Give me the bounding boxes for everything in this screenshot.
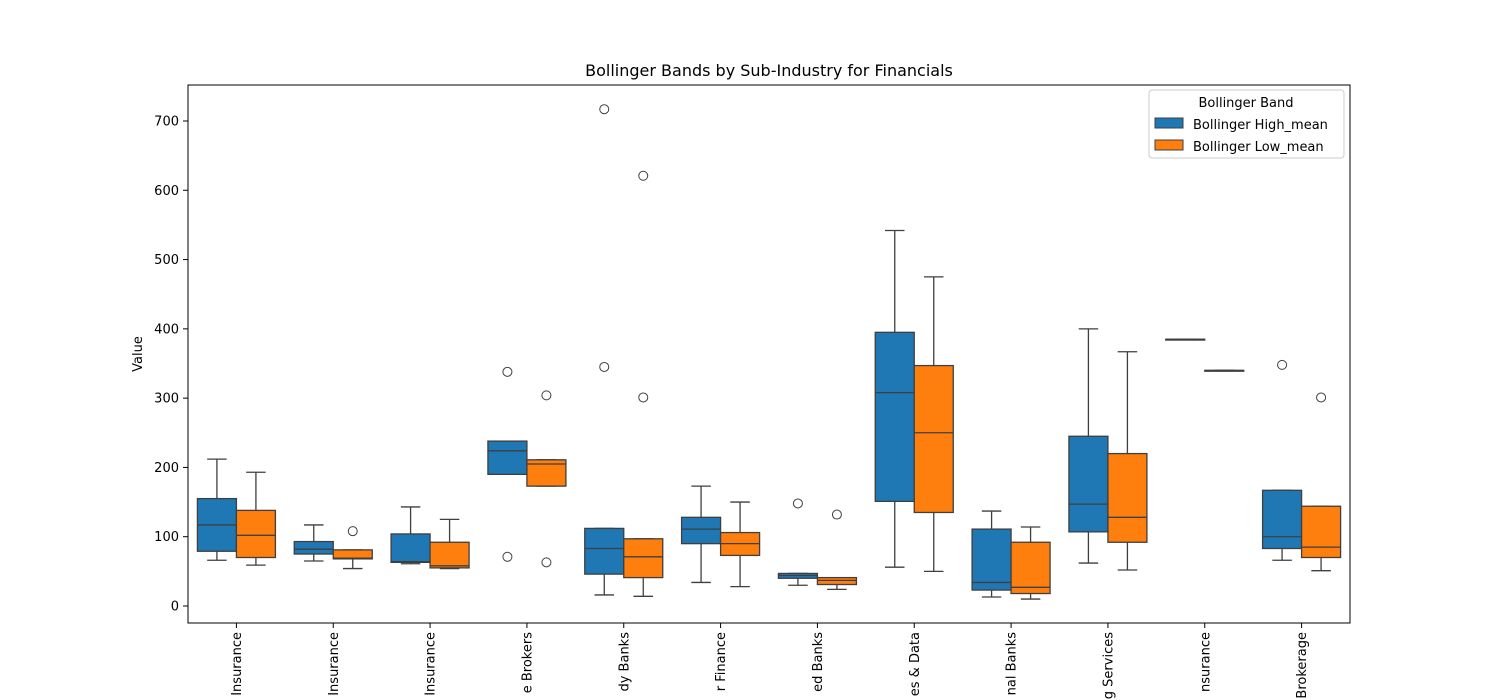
legend-label-high: Bollinger High_mean (1193, 118, 1328, 133)
outlier-point (502, 551, 513, 562)
box-iqr (1300, 505, 1342, 559)
outlier-point (638, 170, 649, 181)
x-tick-label: g Services (1101, 632, 1116, 699)
box-low (332, 526, 373, 570)
box-low (913, 276, 954, 573)
box-high (584, 104, 625, 596)
x-tick-label: Brokerage (1295, 632, 1310, 699)
box-high (1165, 338, 1206, 341)
x-tick-label: e Brokers (520, 632, 535, 693)
y-tick-label: 700 (154, 115, 179, 130)
box-iqr (390, 533, 431, 564)
x-tick-label: r Finance (714, 632, 729, 691)
plot-area (187, 84, 1351, 624)
box-iqr (971, 528, 1012, 591)
legend-label-low: Bollinger Low_mean (1193, 140, 1324, 155)
box-iqr (332, 549, 373, 560)
y-tick-label: 200 (154, 461, 179, 476)
box-iqr (487, 440, 528, 476)
outlier-point (347, 526, 358, 537)
box-low (429, 518, 470, 570)
outlier-point (599, 104, 610, 115)
y-tick-label: 400 (154, 322, 179, 337)
y-tick-label: 500 (154, 253, 179, 268)
y-tick-label: 600 (154, 184, 179, 199)
box-low (235, 471, 277, 566)
box-low (526, 390, 567, 568)
box-high (1261, 359, 1303, 561)
box-iqr (1261, 489, 1303, 550)
box-high (293, 524, 334, 562)
box-low (1107, 351, 1148, 571)
y-tick-label: 100 (154, 530, 179, 545)
outlier-point (638, 392, 649, 403)
legend: Bollinger Band Bollinger High_mean Bolli… (1148, 89, 1345, 159)
box-high (487, 366, 528, 562)
box-high (971, 510, 1012, 598)
chart-title: Bollinger Bands by Sub-Industry for Fina… (585, 61, 953, 80)
box-iqr (584, 527, 625, 575)
box-high (390, 506, 431, 565)
box-low (719, 501, 761, 588)
outlier-point (502, 366, 513, 377)
outlier-point (792, 498, 803, 509)
box-high (874, 229, 915, 568)
box-iqr (680, 516, 722, 545)
box-iqr (429, 541, 470, 569)
box-high (1068, 328, 1109, 564)
box-iqr (1107, 452, 1148, 543)
x-axis: Insurance Insurance Insurance e Brokers dy B… (230, 623, 1310, 699)
box-low (1010, 526, 1051, 600)
box-iqr (816, 576, 858, 586)
box-iqr (874, 331, 915, 503)
x-tick-label: Insurance (327, 632, 342, 696)
x-tick-label: Insurance (230, 632, 245, 696)
box-iqr (293, 540, 334, 555)
x-tick-label: ed Banks (811, 632, 826, 692)
outlier-point (541, 390, 552, 401)
legend-swatch-high (1154, 117, 1184, 129)
box-low (1300, 392, 1342, 572)
outlier-point (541, 557, 552, 568)
x-tick-label: es & Data (908, 632, 923, 696)
box-high (777, 498, 819, 586)
box-low (816, 509, 858, 591)
box-iqr (913, 364, 954, 514)
box-plots (196, 104, 1342, 600)
x-tick-label: nal Banks (1005, 632, 1020, 696)
y-tick-label: 0 (171, 600, 179, 615)
y-axis: 0 100 200 300 400 500 600 700 (154, 115, 188, 615)
box-iqr (235, 509, 277, 559)
legend-frame (1148, 89, 1345, 159)
outlier-point (1277, 359, 1288, 370)
outlier-point (831, 509, 842, 520)
box-iqr (1068, 435, 1109, 533)
legend-title: Bollinger Band (1198, 96, 1293, 111)
x-tick-label: dy Banks (617, 632, 632, 692)
box-low (1204, 369, 1245, 372)
y-tick-label: 300 (154, 392, 179, 407)
box-iqr (1010, 541, 1051, 595)
outlier-point (599, 361, 610, 372)
box-low (623, 170, 664, 597)
box-high (196, 458, 238, 561)
y-axis-label: Value (131, 336, 146, 372)
box-iqr (623, 538, 664, 579)
outlier-point (1316, 392, 1327, 403)
box-high (680, 485, 722, 584)
x-tick-label: Insurance (424, 632, 439, 696)
legend-swatch-low (1154, 139, 1184, 151)
x-tick-label: nsurance (1198, 632, 1213, 692)
